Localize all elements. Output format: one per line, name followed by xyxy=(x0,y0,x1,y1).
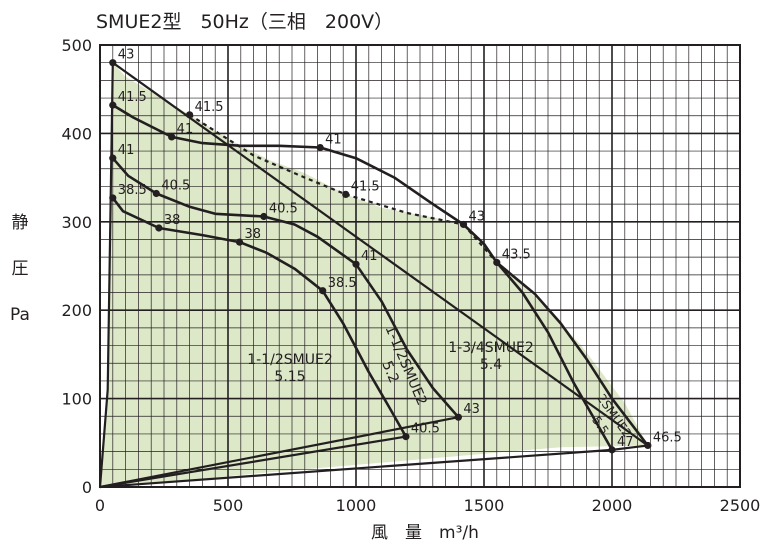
y-tick-label: 500 xyxy=(61,36,92,55)
data-point-label: 41 xyxy=(177,122,194,137)
data-point xyxy=(236,239,243,246)
y-tick-label: 400 xyxy=(61,124,92,143)
data-point-label: 43.5 xyxy=(502,247,531,262)
data-point-label: 40.5 xyxy=(161,179,190,194)
data-point xyxy=(608,446,615,453)
data-point-label: 43 xyxy=(463,402,480,417)
data-point xyxy=(342,191,349,198)
data-point xyxy=(260,213,267,220)
data-point-label: 41.5 xyxy=(118,90,147,105)
data-point xyxy=(460,221,467,228)
x-tick-label: 2000 xyxy=(592,496,633,515)
curve-label-line: 1-1/2SMUE2 xyxy=(247,352,332,368)
data-point xyxy=(644,442,651,449)
y-tick-label: 200 xyxy=(61,301,92,320)
data-point-label: 43 xyxy=(469,209,486,224)
data-point-label: 41 xyxy=(361,249,378,264)
data-point xyxy=(109,194,116,201)
y-tick-label: 300 xyxy=(61,213,92,232)
y-tick-label: 100 xyxy=(61,390,92,409)
data-point-label: 41 xyxy=(118,143,135,158)
data-point xyxy=(109,102,116,109)
data-point-label: 38.5 xyxy=(118,183,147,198)
data-point xyxy=(317,144,324,151)
data-point xyxy=(186,111,193,118)
data-point xyxy=(153,190,160,197)
data-point-label: 38 xyxy=(245,227,262,242)
data-point xyxy=(455,414,462,421)
y-axis-label-part: 圧 xyxy=(12,259,29,279)
y-axis-label: 静圧 Pa xyxy=(10,213,30,325)
data-point-label: 38.5 xyxy=(328,276,357,291)
data-point-label: 41 xyxy=(325,133,342,148)
data-point-label: 38 xyxy=(164,213,181,228)
curve-label-line: 5.15 xyxy=(274,369,305,385)
data-point xyxy=(402,433,409,440)
data-point xyxy=(319,287,326,294)
data-point xyxy=(109,59,116,66)
data-point xyxy=(109,155,116,162)
x-tick-label: 1500 xyxy=(464,496,505,515)
data-point-label: 46.5 xyxy=(653,430,682,445)
x-tick-label: 1000 xyxy=(336,496,377,515)
y-axis-label-part: Pa xyxy=(10,305,30,325)
data-point xyxy=(352,261,359,268)
y-axis-label-part: 静 xyxy=(12,213,29,233)
x-axis-label: 風 量 m³/h xyxy=(371,523,479,543)
data-point-label: 43 xyxy=(118,48,135,63)
origin-tick-label: 0 xyxy=(82,478,92,497)
data-point xyxy=(168,133,175,140)
data-point xyxy=(493,259,500,266)
x-tick-label: 2500 xyxy=(720,496,761,515)
x-tick-label: 0 xyxy=(95,496,105,515)
data-point xyxy=(155,224,162,231)
data-point-label: 40.5 xyxy=(269,201,298,216)
data-point-label: 41.5 xyxy=(351,179,380,194)
curve-label-line: 1-3/4SMUE2 xyxy=(448,340,533,356)
data-point-label: 41.5 xyxy=(195,100,224,115)
data-point-label: 40.5 xyxy=(411,422,440,437)
curve-label-line: 5.4 xyxy=(480,357,502,373)
chart-title: SMUE2型 50Hz（三相 200V） xyxy=(96,11,393,33)
x-tick-label: 500 xyxy=(213,496,244,515)
